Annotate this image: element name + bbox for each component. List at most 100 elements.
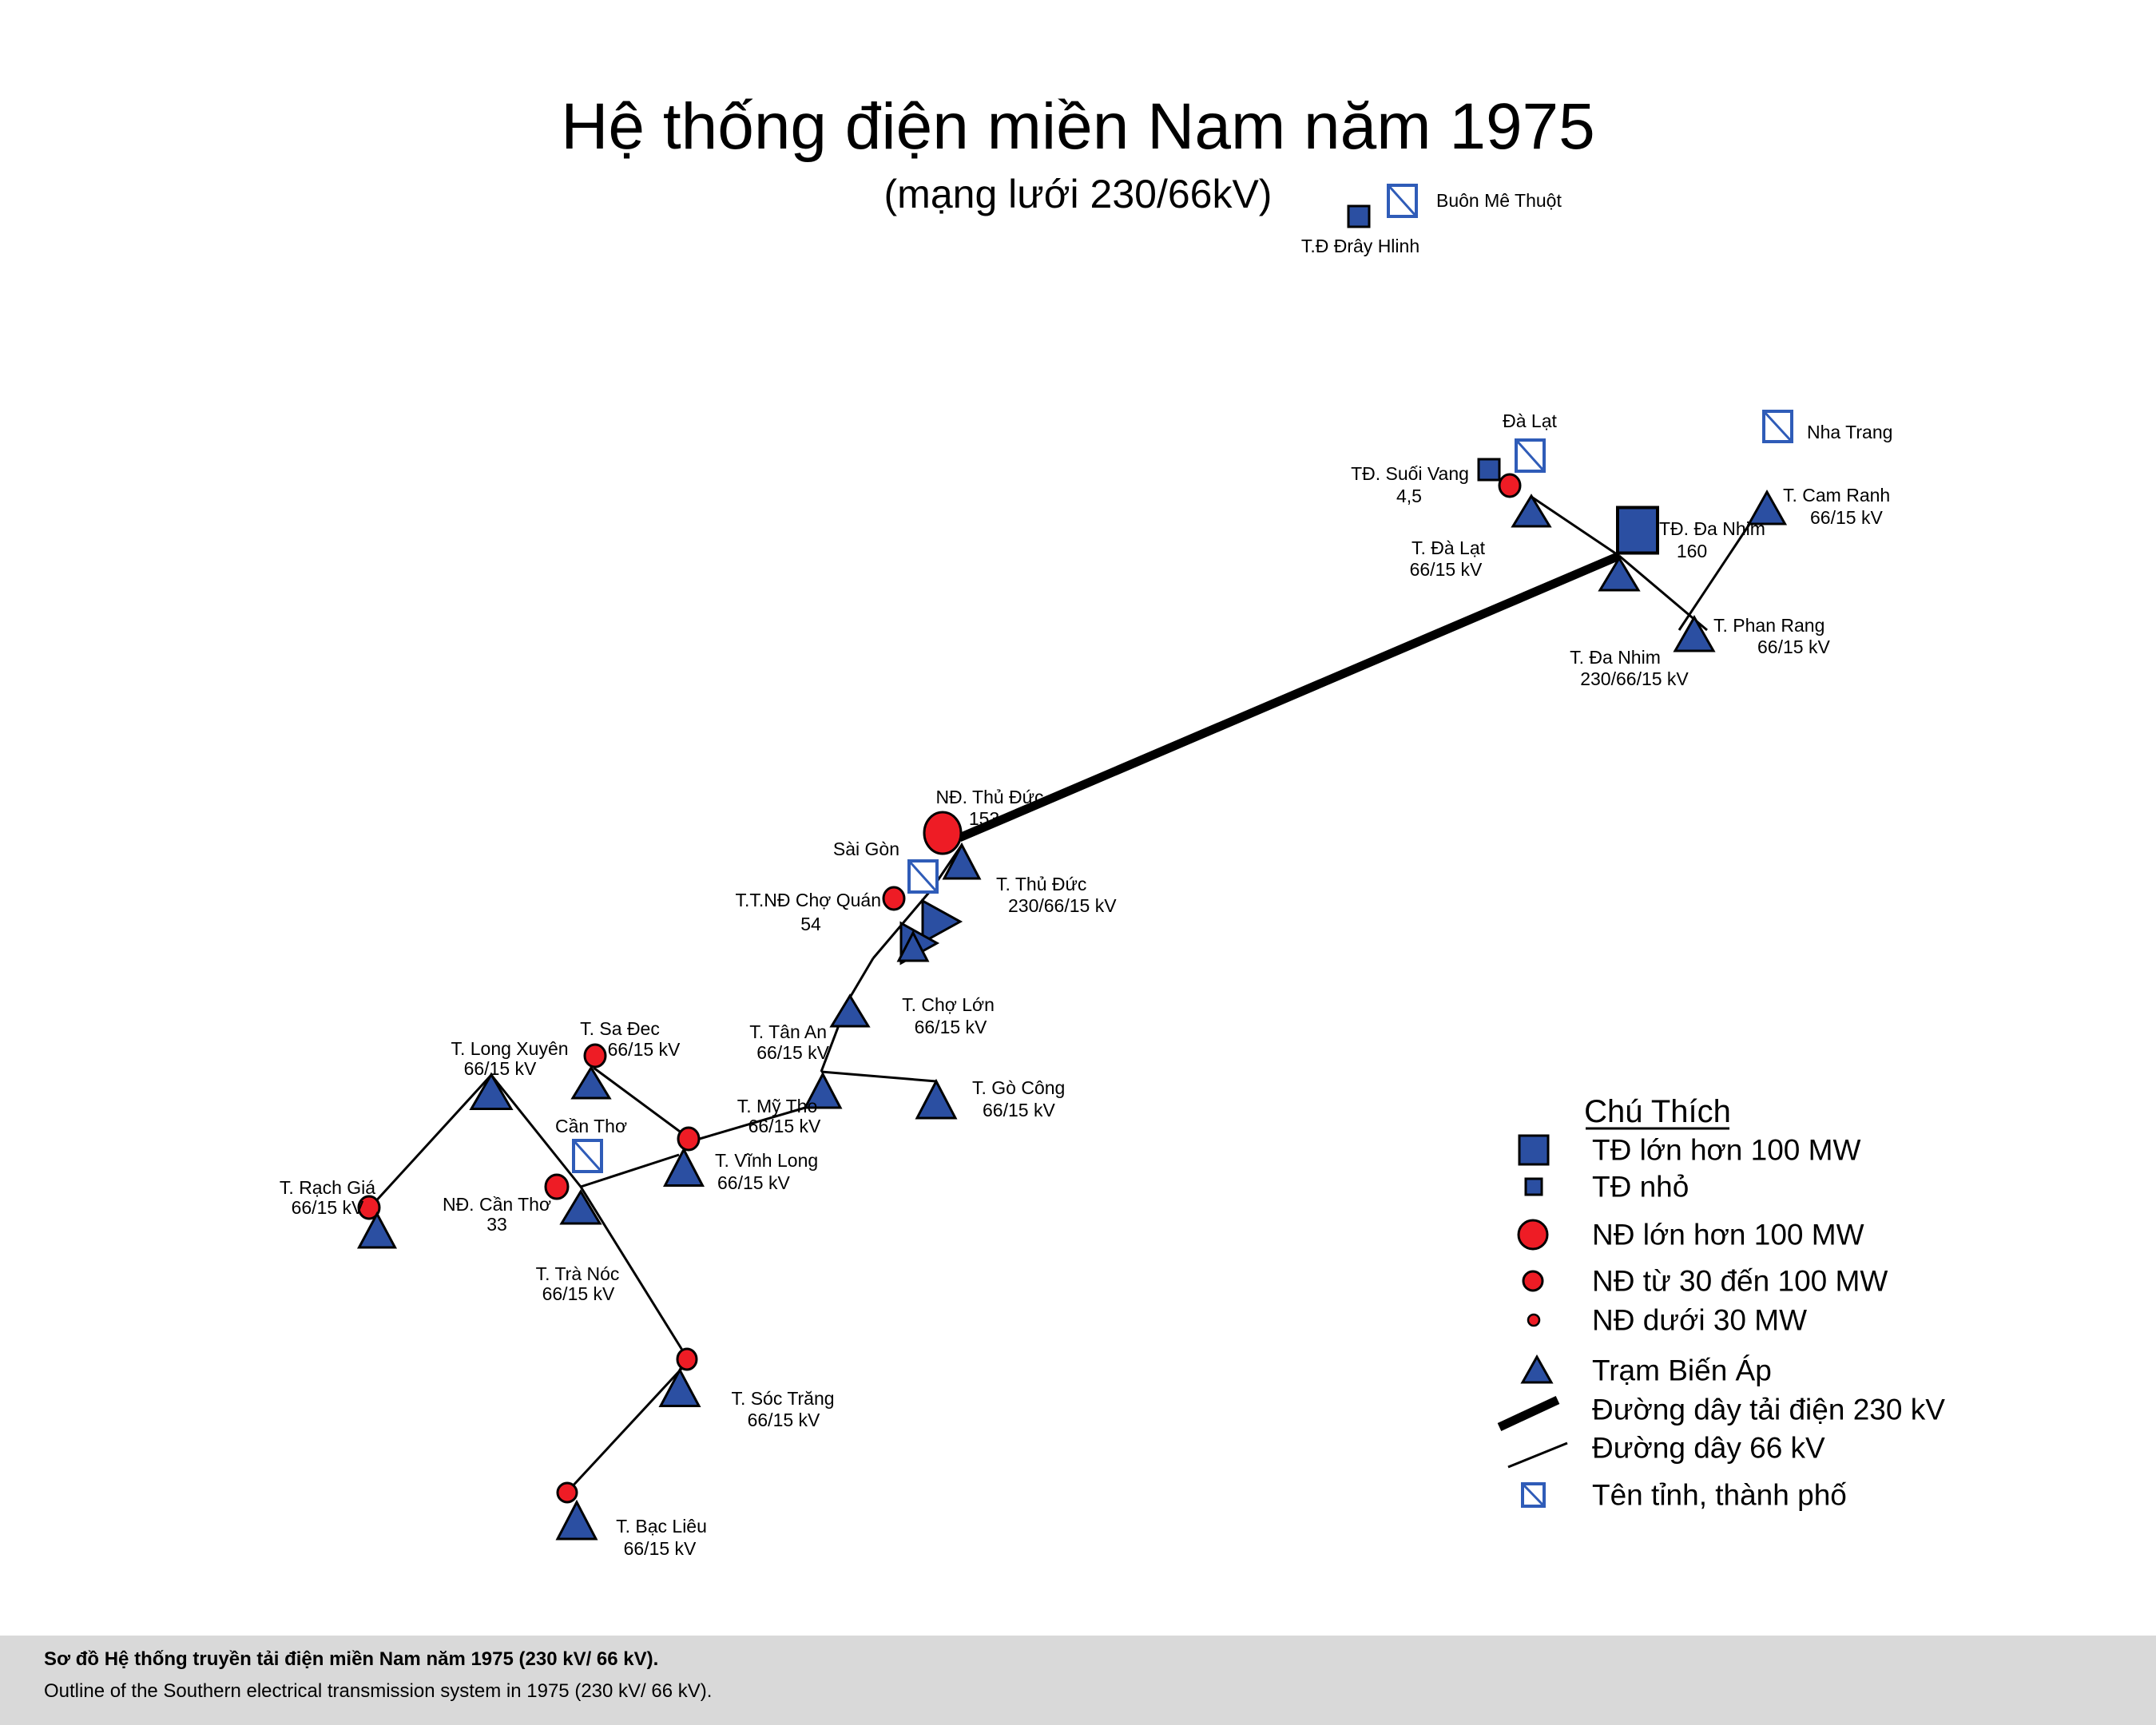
- line-66kv: [1531, 495, 1620, 557]
- map-label: T. Cam Ranh: [1783, 485, 1890, 506]
- line-230kv: [957, 551, 1622, 843]
- t-my-tho-triangle: [803, 1071, 843, 1109]
- legend-item-label: NĐ dưới 30 MW: [1592, 1304, 1807, 1337]
- legend-icon-nd-large: [1517, 1219, 1549, 1251]
- map-label: 230/66/15 kV: [1008, 895, 1117, 916]
- line-66kv: [820, 1070, 937, 1083]
- line-66kv: [567, 1367, 683, 1492]
- caption-band: Sơ đồ Hệ thống truyền tải điện miền Nam …: [0, 1636, 2156, 1725]
- map-label: 66/15 kV: [464, 1058, 537, 1079]
- legend-item-label: TĐ lớn hơn 100 MW: [1592, 1134, 1860, 1167]
- line-66kv: [579, 1186, 689, 1358]
- t-da-nhim-triangle: [1598, 556, 1641, 592]
- map-label: 4,5: [1396, 486, 1422, 506]
- map-label: T.T.NĐ Chợ Quán: [735, 890, 881, 910]
- legend-icon-substation-triangle: [1520, 1354, 1554, 1384]
- legend-item-label: NĐ từ 30 đến 100 MW: [1592, 1265, 1888, 1298]
- map-label: 66/15 kV: [1810, 507, 1883, 528]
- sai-gon-city-diagonal: [907, 859, 939, 894]
- t-soc-trang-triangle: [658, 1367, 701, 1407]
- map-label: Sài Gòn: [833, 839, 899, 859]
- map-label: T. Gò Công: [972, 1077, 1065, 1098]
- nd-sa-dec-circle: [583, 1043, 607, 1069]
- map-label: T. Thủ Đức: [996, 874, 1086, 894]
- t-tra-noc-triangle: [559, 1189, 602, 1225]
- nd-can-tho-circle: [544, 1173, 570, 1200]
- map-label: T. Sóc Trăng: [731, 1388, 834, 1409]
- map-label: 66/15 kV: [624, 1538, 697, 1559]
- t-phan-rang-triangle: [1673, 614, 1716, 652]
- map-label: 230/66/15 kV: [1580, 668, 1689, 689]
- map-label: T. Long Xuyên: [451, 1038, 568, 1059]
- t-rach-gia-triangle: [356, 1211, 398, 1249]
- map-label: 66/15 kV: [983, 1100, 1055, 1120]
- page-title: Hệ thống điện miền Nam năm 1975: [561, 90, 1595, 163]
- map-label: Nha Trang: [1807, 422, 1892, 442]
- map-label: 66/15 kV: [756, 1042, 829, 1063]
- legend-item-label: Tên tỉnh, thành phố: [1592, 1479, 1847, 1512]
- legend-icon-td-large: [1518, 1134, 1550, 1166]
- map-label: 66/15 kV: [748, 1116, 821, 1136]
- page-subtitle: (mạng lưới 230/66kV): [883, 172, 1273, 216]
- td-da-nhim-square: [1616, 506, 1659, 555]
- legend-icon-line-66kv: [1507, 1441, 1568, 1469]
- t-cho-lon-triangle-1: [921, 898, 963, 945]
- t-sa-dec-triangle: [570, 1065, 612, 1100]
- map-label: T. Vĩnh Long: [715, 1150, 818, 1171]
- map-label: 66/15 kV: [608, 1039, 681, 1060]
- line-66kv: [1678, 522, 1752, 631]
- map-label: T. Trà Nóc: [536, 1263, 620, 1284]
- t-da-lat-triangle: [1511, 494, 1552, 528]
- line-66kv: [688, 1106, 806, 1144]
- legend-icon-city-diagonal: [1521, 1482, 1546, 1508]
- buon-me-thuot-city-diagonal: [1387, 184, 1418, 218]
- map-label: 66/15 kV: [1410, 559, 1483, 580]
- map-label: 66/15 kV: [717, 1172, 790, 1193]
- t-thu-duc-triangle: [942, 842, 982, 880]
- legend-icon-nd-small: [1527, 1313, 1541, 1327]
- map-label: Buôn Mê Thuột: [1436, 190, 1562, 211]
- legend-item-label: Đường dây tải điện 230 kV: [1592, 1394, 1945, 1426]
- t-tan-an-triangle: [829, 993, 871, 1028]
- map-label: 54: [800, 914, 821, 934]
- legend-title: Chú Thích: [1584, 1094, 1731, 1129]
- map-label: TĐ. Suối Vang: [1351, 463, 1469, 484]
- t-go-cong-triangle: [915, 1078, 958, 1120]
- nd-bac-lieu-circle: [556, 1481, 578, 1504]
- map-label: Cần Thơ: [555, 1116, 627, 1136]
- td-suoi-vang-square: [1477, 458, 1501, 482]
- legend-item-label: Trạm Biến Áp: [1592, 1354, 1772, 1387]
- map-label: 66/15 kV: [915, 1017, 987, 1037]
- legend-item-label: Đường dây 66 kV: [1592, 1432, 1825, 1465]
- line-66kv: [1618, 554, 1708, 632]
- t-vinh-long-triangle: [663, 1147, 705, 1187]
- map-label: T. Tân An: [749, 1021, 827, 1042]
- map-label: 66/15 kV: [292, 1197, 364, 1218]
- map-label: 33: [486, 1214, 507, 1235]
- nd-suoi-vang-circle: [1498, 473, 1522, 498]
- map-label: T. Rạch Giá: [280, 1177, 375, 1198]
- nd-cho-quan-circle: [882, 886, 906, 911]
- caption-vietnamese: Sơ đồ Hệ thống truyền tải điện miền Nam …: [44, 1648, 659, 1670]
- line-66kv: [593, 1066, 686, 1137]
- map-label: T.Đ Đrây Hlinh: [1301, 236, 1419, 256]
- map-label: 66/15 kV: [748, 1410, 820, 1430]
- map-label: T. Phan Rang: [1713, 615, 1824, 636]
- map-label: NĐ. Thủ Đức: [935, 787, 1043, 807]
- map-label: T. Sa Đec: [580, 1018, 660, 1039]
- nd-thu-duc-circle: [923, 811, 963, 855]
- map-label: 153: [969, 808, 999, 829]
- nd-rach-gia-circle: [357, 1195, 381, 1220]
- map-label: T. Bạc Liêu: [616, 1516, 707, 1537]
- line-66kv: [490, 1074, 582, 1188]
- legend-item-label: TĐ nhỏ: [1592, 1171, 1689, 1204]
- nd-vinh-long-circle: [677, 1126, 701, 1152]
- map-label: TĐ. Đa Nhim: [1659, 518, 1765, 539]
- map-label: T. Chợ Lớn: [902, 994, 995, 1015]
- map-label: Đà Lạt: [1503, 410, 1557, 431]
- td-dray-hlinh-square: [1347, 204, 1371, 228]
- line-66kv: [848, 958, 875, 998]
- map-label: 160: [1677, 541, 1707, 561]
